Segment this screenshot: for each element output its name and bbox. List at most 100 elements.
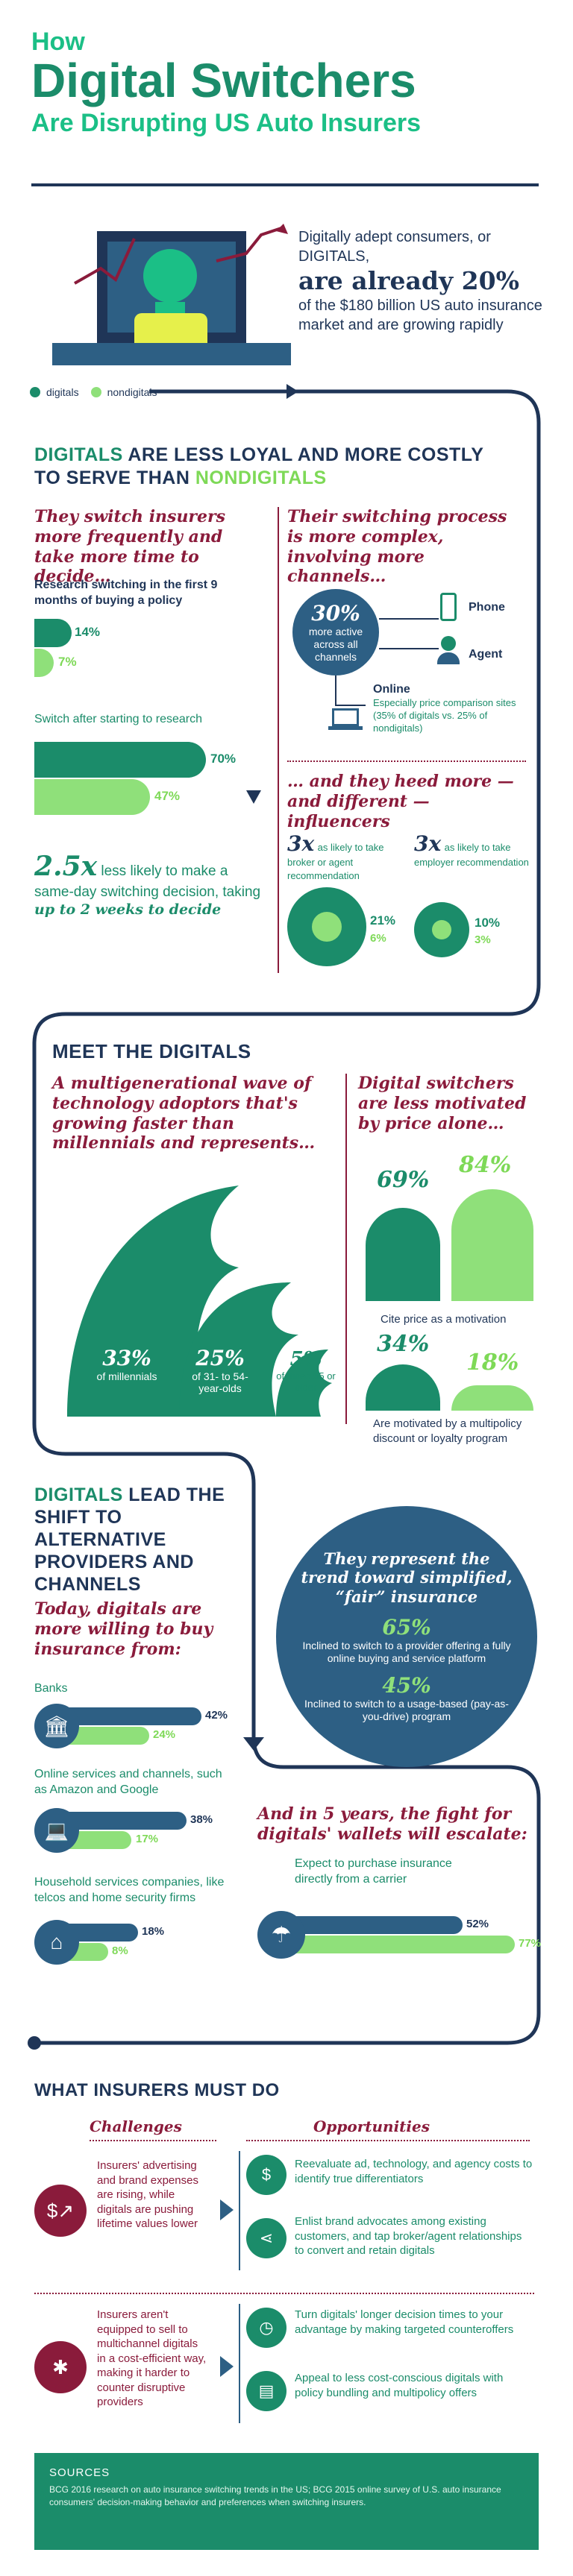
online-label: Online [373, 683, 410, 696]
fair-pct2: 45% [382, 1672, 431, 1698]
title-line1: How [31, 28, 85, 56]
broker-nondigital-value: 6% [370, 932, 386, 945]
sources-text: BCG 2016 research on auto insurance swit… [49, 2484, 501, 2507]
section4-title: WHAT INSURERS MUST DO [34, 2080, 280, 2100]
section2-right-heading: Digital switchers are less motivated by … [358, 1074, 527, 1133]
opportunities-underline [246, 2140, 530, 2141]
opp1-divider [239, 2151, 240, 2270]
bar-household-digital [67, 1924, 138, 1942]
bar-carrier-nondigital [284, 1936, 515, 1953]
research-digital-value: 14% [75, 625, 101, 639]
bundle-icon: ▤ [246, 2371, 286, 2411]
price-nondigital-value: 84% [459, 1152, 512, 1178]
sameday-stat: 2.5x less likely to make a same-day swit… [34, 850, 266, 919]
sources-heading: SOURCES [49, 2466, 110, 2479]
broker-donut [287, 887, 366, 966]
legend: digitals nondigitals [30, 386, 157, 398]
future-heading: And in 5 years, the fight for digitals' … [257, 1804, 527, 1844]
wave3-label: of those 55 or older [276, 1370, 336, 1393]
broker-stat: 3x as likely to take broker or agent rec… [287, 831, 407, 883]
dollar-icon: $ [246, 2155, 286, 2195]
title-underline [31, 183, 539, 186]
legend-digital-swatch [30, 387, 40, 397]
carrier-digital-value: 52% [466, 1918, 489, 1930]
network-icon: ✱ [34, 2341, 87, 2393]
switch-digital-value: 70% [210, 752, 237, 766]
share-icon: ⋖ [246, 2218, 286, 2258]
section3-title-a: DIGITALS [34, 1484, 123, 1505]
opportunities-heading: Opportunities [313, 2117, 430, 2135]
section1-title-a: DIGITALS [34, 444, 123, 465]
section1-left-heading: They switch insurers more frequently and… [34, 507, 225, 587]
umbrella-icon: ☂ [257, 1911, 305, 1959]
employer-digital-value: 10% [475, 916, 501, 930]
laptop-circle-icon: 💻 [34, 1808, 79, 1853]
wave3-pct: 5% [289, 1348, 322, 1370]
online-services-label: Online services and channels, such as Am… [34, 1768, 222, 1796]
opp1-text: Reevaluate ad, technology, and agency co… [295, 2158, 533, 2185]
rising-cost-icon: $↗ [34, 2185, 87, 2237]
agent-icon [437, 636, 460, 666]
legend-nondigital-swatch [90, 387, 101, 397]
wave-illustration [67, 1185, 332, 1417]
challenge2-text: Insurers aren't equipped to sell to mult… [97, 2308, 207, 2408]
switch-label: Switch after starting to research [34, 713, 202, 725]
employer-stat: 3x as likely to take employer recommenda… [414, 831, 533, 869]
title-line3: Are Disrupting US Auto Insurers [31, 108, 422, 137]
sameday-text2: up to 2 weeks to decide [34, 901, 222, 918]
laptop-icon [328, 708, 363, 734]
broker-digital-value: 21% [370, 913, 396, 928]
channels-connectors [379, 618, 439, 649]
bar-banks-nondigital [67, 1727, 149, 1745]
wave1-pct: 33% [102, 1346, 151, 1370]
section1-divider [278, 507, 279, 973]
fair-insurance-circle: They represent the trend toward simplifi… [276, 1506, 537, 1767]
challenge1-arrow [220, 2199, 234, 2220]
section2-left-heading: A multigenerational wave of technology a… [52, 1074, 316, 1153]
section1-title: DIGITALS ARE LESS LOYAL AND MORE COSTLY … [34, 444, 512, 491]
fair-text1: Inclined to switch to a provider offerin… [302, 1639, 511, 1665]
section2-divider [345, 1074, 347, 1424]
phone-label: Phone [469, 601, 505, 614]
research-label: Research switching in the first 9 months… [34, 579, 218, 607]
employer-big: 3x [414, 831, 442, 856]
household-digital-value: 18% [142, 1925, 165, 1938]
channels-text: more active across all channels [308, 626, 363, 663]
online-note: Especially price comparison sites (35% o… [373, 697, 516, 734]
fair-text2: Inclined to switch to a usage-based (pay… [304, 1697, 509, 1723]
section2-title: MEET THE DIGITALS [52, 1040, 251, 1062]
clock-icon: ◷ [246, 2308, 286, 2348]
bar-online-digital [67, 1812, 187, 1830]
phone-icon [440, 593, 457, 621]
hero-illustration [45, 224, 291, 373]
wave2-stat: 25% of 31- to 54-year-olds [183, 1346, 257, 1394]
influencer-rule [287, 760, 526, 762]
discount-digital-value: 34% [377, 1331, 430, 1357]
price-digital-value: 69% [377, 1167, 430, 1193]
bar-switch-digital [34, 742, 206, 778]
hero-stat: Digitally adept consumers, or DIGITALS, … [298, 227, 545, 335]
price-label: Cite price as a motivation [381, 1313, 507, 1326]
sameday-big: 2.5x [34, 851, 98, 882]
challenge2-arrow [220, 2356, 234, 2377]
challenges-heading: Challenges [90, 2117, 182, 2135]
bar-price-nondigital [451, 1189, 533, 1301]
wave1-label: of millennials [96, 1370, 157, 1382]
wave3-stat: 5% of those 55 or older [276, 1348, 336, 1393]
hero-intro: Digitally adept consumers, or DIGITALS, [298, 229, 491, 265]
sources-box: SOURCES BCG 2016 research on auto insura… [34, 2453, 539, 2550]
bar-carrier-digital [284, 1916, 463, 1934]
employer-donut [414, 902, 469, 957]
broker-text: as likely to take broker or agent recomm… [287, 842, 384, 881]
online-digital-value: 38% [190, 1813, 213, 1826]
opp2-text: Enlist brand advocates among existing cu… [295, 2215, 522, 2257]
carrier-nondigital-value: 77% [519, 1937, 542, 1950]
employer-nondigital-value: 3% [475, 933, 491, 946]
carrier-label: Expect to purchase insurance directly fr… [295, 1857, 452, 1886]
section1-right-heading: Their switching process is more complex,… [287, 507, 507, 587]
legend-digital-label: digitals [46, 386, 79, 398]
discount-nondigital-value: 18% [466, 1350, 519, 1376]
household-nondigital-value: 8% [112, 1944, 128, 1957]
bar-discount-nondigital [451, 1385, 533, 1411]
banks-nondigital-value: 24% [153, 1728, 176, 1741]
